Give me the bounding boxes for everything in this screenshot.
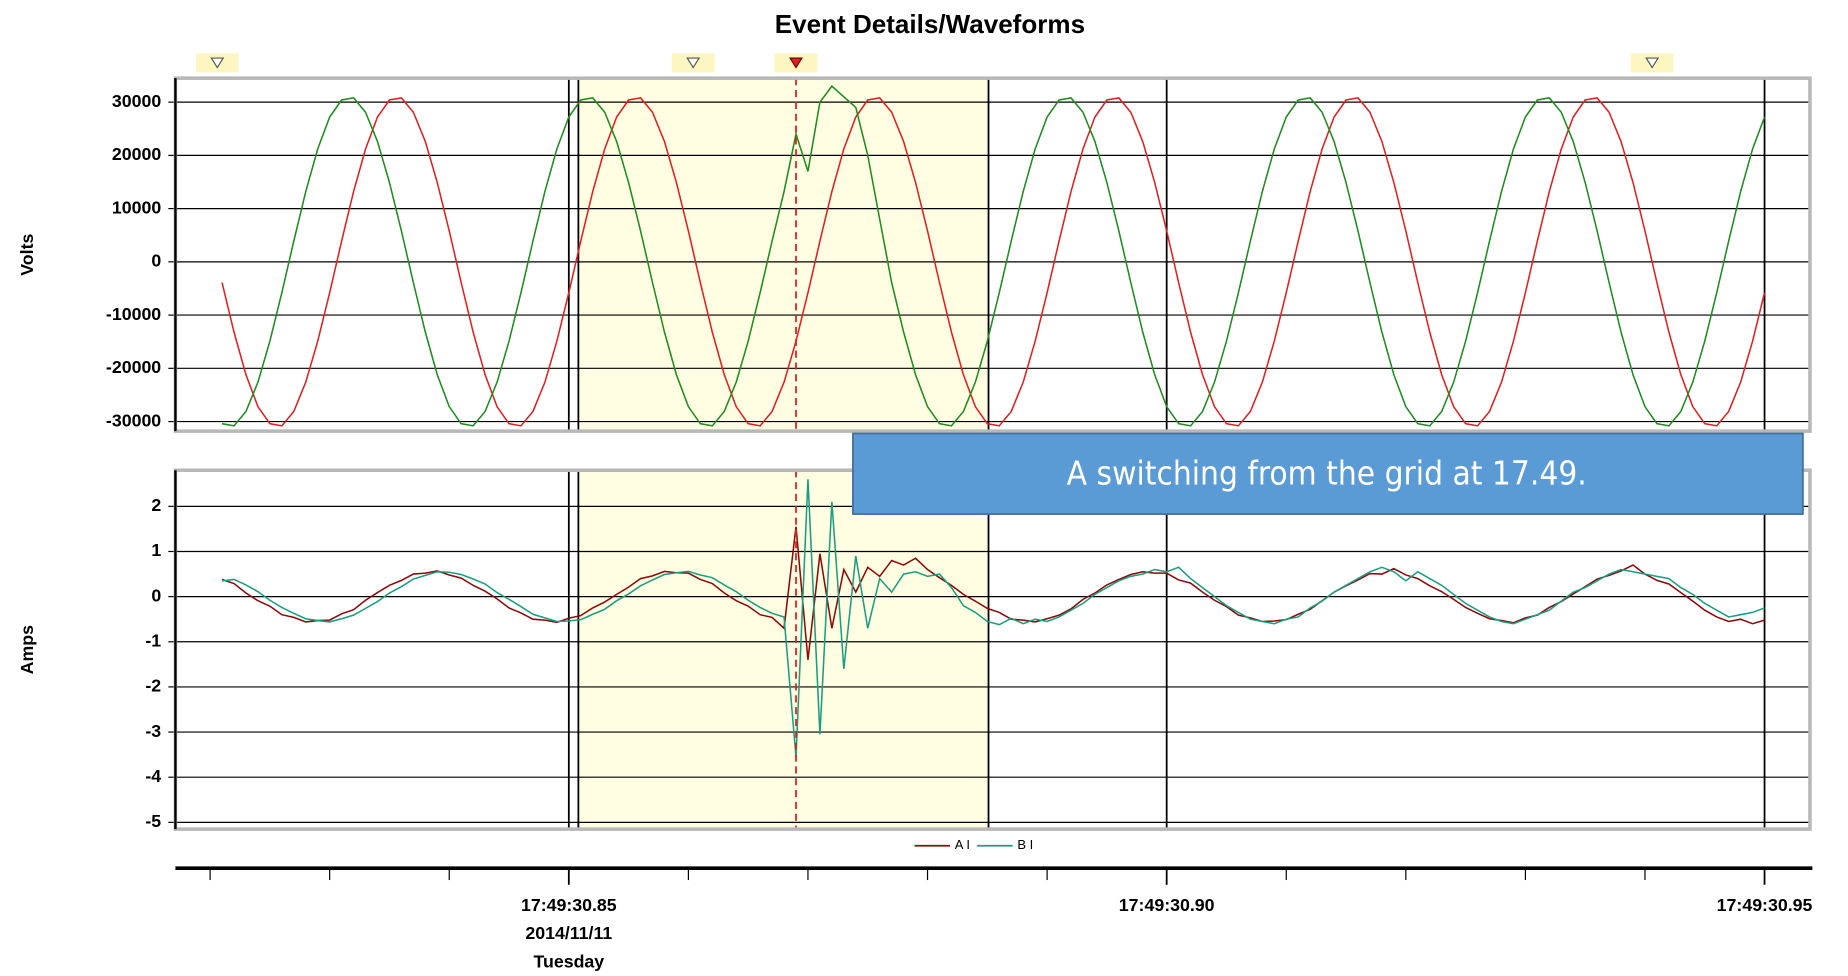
legend-label: A I (955, 837, 970, 852)
y-tick-label: 1 (151, 540, 161, 560)
y-tick-label: 0 (151, 251, 161, 271)
x-tick-label: 17:49:30.95 (1717, 895, 1813, 915)
x-tick-label: 17:49:30.90 (1119, 895, 1215, 915)
y-tick-label: -3 (145, 721, 161, 741)
y-tick-label: 20000 (112, 144, 161, 164)
y-tick-label: -30000 (106, 410, 161, 430)
highlight-region (578, 78, 989, 432)
y-tick-label: -5 (145, 811, 161, 831)
y-tick-label: -20000 (106, 357, 161, 377)
series-line (221, 85, 1766, 427)
y-tick-label: -4 (145, 766, 161, 786)
series-line (221, 526, 1765, 660)
chart-title: Event Details/Waveforms (775, 9, 1085, 39)
y-axis-label: Amps (17, 625, 37, 674)
y-tick-label: 2 (151, 495, 161, 515)
annotation-box (852, 432, 1804, 515)
y-tick-label: 10000 (112, 197, 161, 217)
highlight-region (578, 470, 989, 830)
series-line (221, 479, 1765, 757)
plot-frame (173, 468, 1812, 831)
weekday-label: Tuesday (533, 952, 604, 972)
x-tick-label: 17:49:30.85 (521, 895, 617, 915)
y-tick-label: 30000 (112, 91, 161, 111)
y-axis-label: Volts (17, 233, 37, 275)
event-marker (210, 57, 225, 69)
y-tick-label: -1 (145, 630, 161, 650)
annotation-text: A switching from the grid at 17.49. (1067, 453, 1587, 492)
y-tick-label: -10000 (106, 304, 161, 324)
y-tick-label: -2 (145, 676, 161, 696)
y-tick-label: 0 (151, 585, 161, 605)
annotation: A switching from the grid at 17.49. (852, 432, 1804, 515)
legend-label: B I (1017, 837, 1033, 852)
date-label: 2014/11/11 (525, 923, 612, 943)
series-line (221, 97, 1766, 427)
event-marker (686, 57, 701, 69)
event-marker (1645, 57, 1660, 69)
event-marker (789, 57, 803, 69)
